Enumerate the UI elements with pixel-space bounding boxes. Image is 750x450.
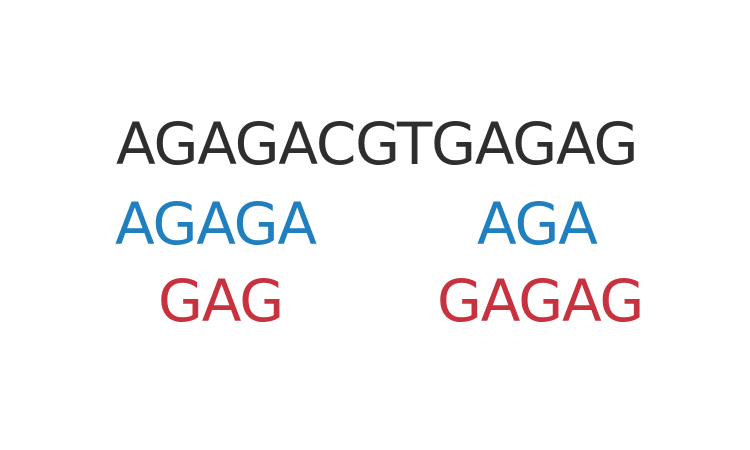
red-match-right: GAGAG [437, 267, 644, 335]
blue-match-right: AGA [477, 190, 598, 258]
blue-match-left: AGAGA [115, 190, 317, 258]
red-match-left: GAG [158, 267, 284, 335]
reference-sequence: AGAGACGTGAGAG [116, 110, 638, 178]
